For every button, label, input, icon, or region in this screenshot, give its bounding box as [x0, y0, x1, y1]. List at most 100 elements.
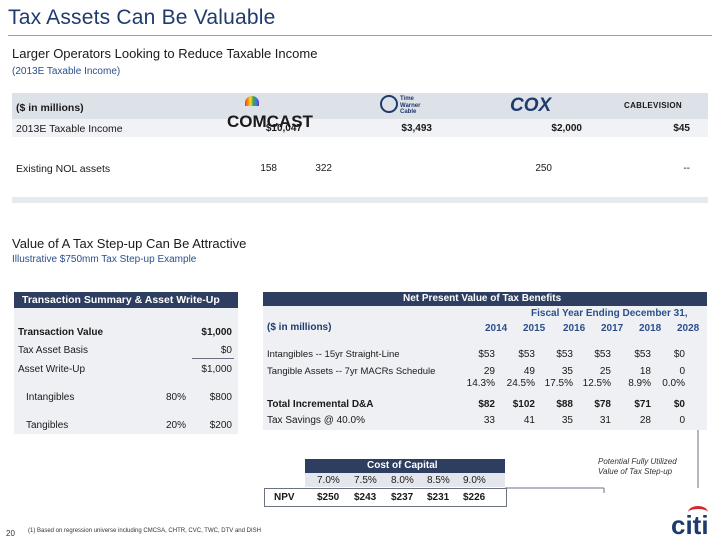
npv-macrs-2028: 0.0%	[662, 378, 685, 389]
section1-subheading: (2013E Taxable Income)	[12, 66, 121, 77]
ts-row-tangibles-value: $200	[209, 420, 232, 431]
ts-row-intangibles-label: Intangibles	[26, 392, 75, 403]
npv-row-total-da-label: Total Incremental D&A	[267, 399, 374, 410]
cost-of-capital-rates-row	[305, 473, 505, 487]
npv-7-0: $250	[317, 492, 340, 503]
cox-logo: COX	[510, 95, 552, 116]
operators-table-bottom-band	[12, 197, 708, 203]
npv-tangibles-2016: 35	[561, 366, 573, 377]
npv-macrs-2014: 14.3%	[466, 378, 495, 389]
rate-8-0: 8.0%	[391, 475, 414, 486]
npv-tax-benefits-header	[263, 292, 707, 306]
npv-tangibles-2028: 0	[679, 366, 685, 377]
section2-heading: Value of A Tax Step-up Can Be Attractive	[12, 236, 247, 251]
ts-row-tangibles-pct: 20%	[165, 420, 186, 431]
npv-7-5: $243	[354, 492, 377, 503]
comcast-logo: COMCAST	[227, 96, 313, 132]
npv-macrs-2018: 8.9%	[628, 378, 651, 389]
operators-table-header	[12, 93, 708, 119]
page-title: Tax Assets Can Be Valuable	[8, 6, 276, 29]
npv-tax-savings-2016: 35	[561, 415, 573, 426]
ts-row-transaction-value-label: Transaction Value	[18, 327, 104, 338]
page-number: 20	[6, 529, 15, 538]
ts-row-tax-basis: $0	[220, 345, 232, 356]
ts-row-intangibles-pct: 80%	[165, 392, 186, 403]
npv-macrs-2015: 24.5%	[506, 378, 535, 389]
cablevision-taxable-income: $45	[673, 123, 690, 134]
npv-8-0: $237	[391, 492, 414, 503]
npv-table-header-label: ($ in millions)	[267, 322, 332, 333]
twc-taxable-income: $3,493	[401, 123, 432, 134]
twc-nol: 322	[315, 163, 332, 174]
time-warner-eye-icon	[380, 95, 398, 113]
fiscal-year-label: Fiscal Year Ending December 31,	[531, 308, 688, 319]
cost-of-capital-box: Cost of Capital 7.0% 7.5% 8.0% 8.5% 9.0%…	[264, 459, 507, 511]
rate-7-0: 7.0%	[317, 475, 340, 486]
npv-tax-savings-2018: 28	[639, 415, 651, 426]
time-warner-cable-logo: Time Warner Cable	[380, 95, 444, 117]
npv-intangibles-2017: $53	[594, 349, 611, 360]
year-2017: 2017	[601, 323, 624, 334]
cox-nol: 250	[535, 163, 552, 174]
year-2018: 2018	[639, 323, 662, 334]
ts-row-tangibles-label: Tangibles	[26, 420, 69, 431]
title-divider	[8, 35, 712, 36]
npv-row-tax-savings-label: Tax Savings @ 40.0%	[267, 415, 365, 426]
npv-tangibles-2017: 25	[599, 366, 611, 377]
npv-intangibles-2015: $53	[518, 349, 535, 360]
npv-tax-savings-2017: 31	[599, 415, 611, 426]
cablevision-logo: CABLEVISION	[624, 101, 682, 110]
year-2014: 2014	[485, 323, 508, 334]
operators-table-row-band	[12, 119, 708, 137]
cablevision-nol: --	[683, 163, 690, 174]
ts-row-intangibles-value: $800	[209, 392, 232, 403]
npv-tangibles-2018: 18	[639, 366, 651, 377]
npv-total-da-2028: $0	[673, 399, 685, 410]
npv-tax-benefits-box: Net Present Value of Tax Benefits Fiscal…	[263, 292, 707, 430]
npv-intangibles-2016: $53	[556, 349, 573, 360]
operators-table-header-label: ($ in millions)	[16, 102, 84, 114]
ts-row-write-up: $1,000	[201, 364, 232, 375]
time-warner-cable-logo-text: Time Warner Cable	[400, 96, 421, 115]
npv-tax-savings-2028: 0	[679, 415, 685, 426]
npv-macrs-2017: 12.5%	[582, 378, 611, 389]
row-taxable-income-label: 2013E Taxable Income	[16, 123, 123, 135]
cablevision-logo-text: CABLEVISION	[624, 101, 682, 110]
transaction-summary-box: Transaction Summary & Asset Write-Up Tra…	[14, 292, 238, 434]
npv-total-da-2014: $82	[478, 399, 495, 410]
npv-intangibles-2028: $0	[673, 349, 685, 360]
npv-tangibles-2014: 29	[483, 366, 495, 377]
npv-total-da-2017: $78	[594, 399, 611, 410]
npv-9-0: $226	[463, 492, 486, 503]
npv-label: NPV	[274, 492, 295, 503]
npv-macrs-2016: 17.5%	[544, 378, 573, 389]
rate-7-5: 7.5%	[354, 475, 377, 486]
npv-tangibles-2015: 49	[523, 366, 535, 377]
callout-note: Potential Fully Utilized Value of Tax St…	[598, 457, 677, 476]
cost-of-capital-title: Cost of Capital	[367, 460, 438, 471]
rate-8-5: 8.5%	[427, 475, 450, 486]
cox-taxable-income: $2,000	[551, 123, 582, 134]
nbc-peacock-icon	[245, 96, 259, 106]
ts-row-tax-basis-label: Tax Asset Basis	[18, 345, 89, 356]
year-2015: 2015	[523, 323, 546, 334]
ts-row-write-up-label: Asset Write-Up	[18, 364, 86, 375]
comcast-nol: 158	[260, 163, 277, 174]
operators-table: ($ in millions) COMCAST Time Warner Cabl…	[12, 93, 708, 203]
npv-tax-savings-2015: 41	[523, 415, 535, 426]
npv-total-da-2015: $102	[512, 399, 535, 410]
npv-tax-savings-2014: 33	[483, 415, 495, 426]
npv-total-da-2016: $88	[556, 399, 573, 410]
cost-of-capital-header	[305, 459, 505, 473]
transaction-summary-title: Transaction Summary & Asset Write-Up	[22, 294, 220, 306]
section2-subheading: Illustrative $750mm Tax Step-up Example	[12, 254, 197, 265]
npv-total-da-2018: $71	[634, 399, 651, 410]
year-2028: 2028	[677, 323, 700, 334]
npv-row-tangibles-label: Tangible Assets -- 7yr MACRs Schedule	[267, 366, 436, 377]
npv-tax-benefits-title: Net Present Value of Tax Benefits	[403, 293, 562, 304]
npv-row-intangibles-label: Intangibles -- 15yr Straight-Line	[267, 349, 400, 360]
section1-heading: Larger Operators Looking to Reduce Taxab…	[12, 46, 318, 61]
transaction-summary-header	[14, 292, 238, 308]
npv-8-5: $231	[427, 492, 450, 503]
comcast-taxable-income: $10,047	[265, 123, 302, 134]
